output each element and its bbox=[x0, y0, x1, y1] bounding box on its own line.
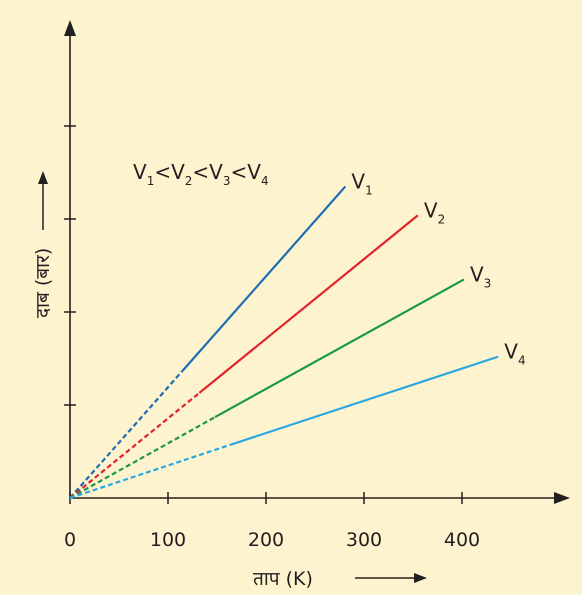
series-label-V1: V1 bbox=[351, 169, 372, 197]
series-label-V2: V2 bbox=[424, 198, 445, 226]
x-axis-label-arrowhead bbox=[414, 573, 427, 583]
x-tick-label: 400 bbox=[444, 529, 480, 551]
y-axis-arrowhead bbox=[64, 20, 76, 36]
series-label-V4: V4 bbox=[504, 340, 525, 368]
x-tick-label: 200 bbox=[248, 529, 284, 551]
y-axis-label-arrowhead bbox=[38, 171, 48, 184]
series-V1-dashed bbox=[69, 369, 184, 499]
axes: 0 100 200 300 400 bbox=[64, 20, 570, 551]
volume-order-annotation: V1<V2<V3<V4 bbox=[133, 160, 269, 188]
series-V4-dashed bbox=[69, 443, 231, 500]
x-tick-label: 300 bbox=[346, 529, 382, 551]
series-V1-solid bbox=[181, 185, 347, 372]
series-V2-dashed bbox=[69, 392, 201, 499]
x-axis-arrowhead bbox=[554, 492, 570, 504]
x-axis-label: ताप (K) bbox=[253, 568, 427, 590]
x-tick-label: 100 bbox=[150, 529, 186, 551]
series-V1 bbox=[69, 185, 347, 499]
series-V3-solid bbox=[214, 278, 465, 419]
series-label-V3: V3 bbox=[470, 262, 491, 290]
series-V2-solid bbox=[198, 214, 419, 394]
labels-layer: V1 V2 V3 V4 V1<V2<V3<V4 bbox=[133, 160, 526, 368]
y-axis-label: दाब (बार) bbox=[32, 171, 54, 318]
series-V2 bbox=[69, 214, 419, 499]
series-V4 bbox=[69, 355, 499, 500]
series-V3 bbox=[69, 278, 465, 499]
series-V3-dashed bbox=[69, 416, 216, 499]
x-axis-label-text: ताप (K) bbox=[253, 568, 313, 590]
series-layer bbox=[69, 185, 499, 500]
y-axis-label-text: दाब (बार) bbox=[32, 248, 54, 318]
x-tick-label: 0 bbox=[64, 529, 76, 551]
series-V4-solid bbox=[229, 355, 499, 447]
